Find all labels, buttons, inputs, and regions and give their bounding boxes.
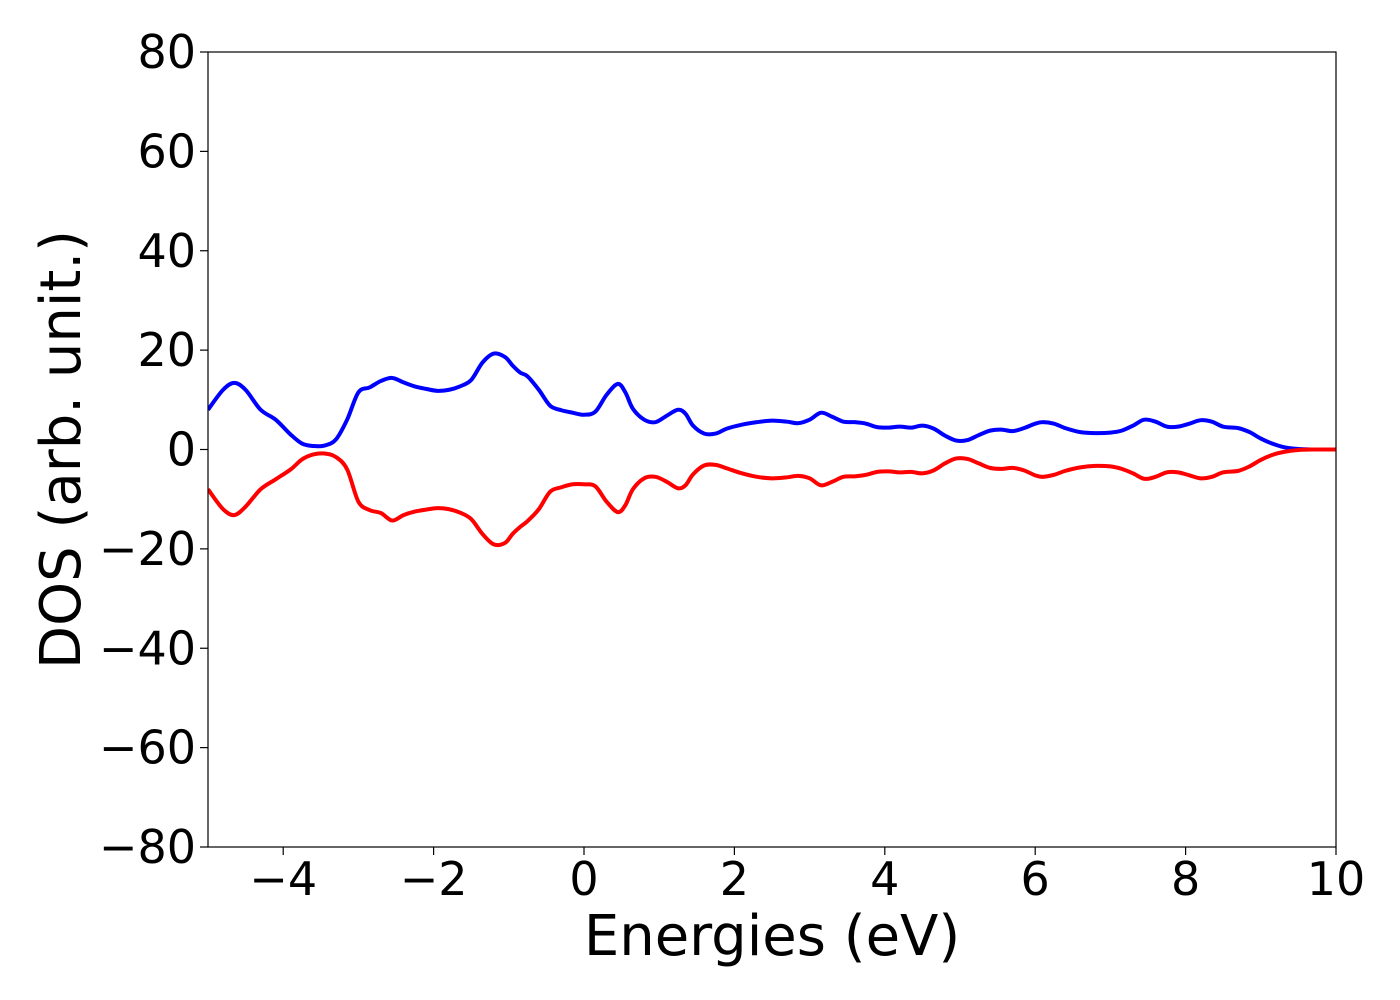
- x-tick-label: 4: [870, 852, 899, 906]
- y-tick-label: 60: [137, 124, 196, 178]
- y-tick-label: −60: [99, 721, 196, 775]
- x-tick-label: −4: [249, 852, 317, 906]
- x-tick-label: 6: [1021, 852, 1050, 906]
- x-tick-label: 2: [720, 852, 749, 906]
- x-tick-label: 10: [1307, 852, 1366, 906]
- x-tick-label: 8: [1171, 852, 1200, 906]
- y-axis-title: DOS (arb. unit.): [29, 230, 94, 669]
- y-tick-label: 0: [167, 423, 196, 477]
- y-tick-label: −20: [99, 522, 196, 576]
- y-tick-label: 80: [137, 25, 196, 79]
- x-axis: −4 −2 0 2 4 6 8 10: [249, 847, 1365, 906]
- series-layer: [208, 351, 1336, 548]
- y-axis: 80 60 40 20 0 −20 −40 −60 −80: [99, 25, 208, 874]
- x-tick-label: −2: [400, 852, 468, 906]
- series-line-spin-up: [208, 351, 1336, 452]
- x-axis-title: Energies (eV): [584, 904, 960, 969]
- x-tick-label: 0: [569, 852, 598, 906]
- y-tick-label: −40: [99, 621, 196, 675]
- y-tick-label: −80: [99, 820, 196, 874]
- y-tick-label: 20: [137, 323, 196, 377]
- y-tick-label: 40: [137, 224, 196, 278]
- series-line-spin-down: [208, 447, 1336, 548]
